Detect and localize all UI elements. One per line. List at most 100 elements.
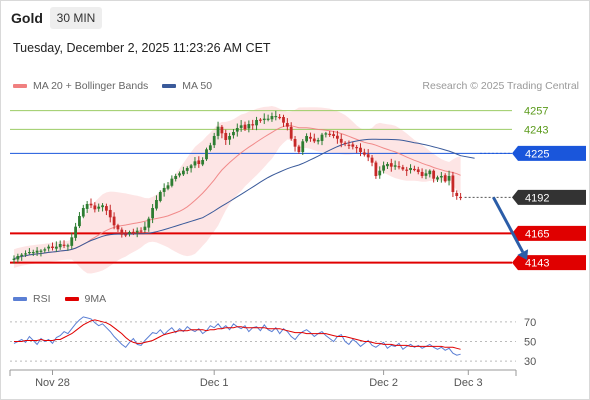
candle-body — [66, 245, 70, 247]
candle — [93, 202, 97, 213]
candle — [235, 123, 239, 137]
candle — [389, 158, 393, 172]
ma50-legend-label: MA 50 — [182, 80, 213, 92]
candle-body — [224, 133, 228, 140]
candle-body — [216, 126, 220, 136]
candle — [166, 182, 170, 191]
candle-body — [255, 120, 258, 126]
candle — [216, 121, 220, 140]
candle-body — [201, 160, 205, 165]
candle-body — [139, 230, 143, 232]
rsi-level-label-50: 50 — [524, 336, 536, 348]
candle-body — [112, 216, 116, 226]
candle — [66, 243, 70, 251]
candle-body — [143, 226, 147, 231]
candle — [58, 240, 62, 250]
candle — [47, 244, 51, 252]
candle — [224, 129, 228, 145]
level-label-4192: 4192 — [525, 192, 549, 204]
candle — [432, 169, 436, 183]
candle-body — [436, 177, 439, 180]
instrument-title: Gold — [11, 10, 43, 26]
candle — [16, 253, 20, 263]
candle-body — [278, 116, 282, 119]
candle-body — [439, 176, 443, 178]
candle-body — [158, 192, 162, 201]
timeframe-button[interactable]: 30 MIN — [50, 7, 102, 29]
candle — [351, 141, 355, 150]
candle — [62, 240, 66, 249]
candle — [143, 221, 147, 233]
candle — [393, 160, 397, 170]
x-tick-label: Dec 1 — [200, 377, 229, 389]
candle — [320, 132, 324, 146]
rsi-swatch — [13, 297, 27, 301]
candle — [336, 130, 339, 144]
candle — [108, 204, 112, 223]
ma20-swatch — [13, 84, 27, 88]
candle — [101, 203, 104, 212]
candle-body — [12, 258, 16, 260]
candle — [243, 121, 247, 131]
candle-body — [270, 116, 274, 120]
candle — [436, 175, 439, 183]
candle — [116, 223, 120, 232]
candle-body — [28, 252, 31, 254]
candle-body — [316, 140, 320, 142]
candle-body — [85, 204, 89, 209]
candle — [105, 203, 108, 216]
candle-body — [220, 126, 224, 134]
candle — [205, 147, 208, 161]
candle — [120, 227, 124, 238]
candle-body — [131, 231, 135, 234]
candle — [201, 157, 205, 167]
candle-body — [389, 163, 393, 167]
candle-body — [274, 116, 278, 118]
candle-body — [74, 226, 77, 238]
x-tick-label: Dec 3 — [454, 377, 483, 389]
candle — [355, 145, 359, 154]
candle — [97, 203, 101, 212]
candle-body — [170, 178, 174, 186]
candle-body — [424, 173, 428, 176]
candle — [89, 198, 93, 208]
candle — [370, 154, 374, 167]
rsi-legend: RSI 9MA — [13, 293, 106, 305]
candle-body — [328, 133, 332, 135]
candle — [362, 148, 366, 157]
rsi-ma-line — [14, 319, 461, 350]
candle-body — [43, 249, 47, 251]
candle — [274, 110, 278, 121]
candle-body — [166, 185, 170, 189]
candle — [78, 212, 81, 229]
candle-body — [259, 119, 262, 121]
candle — [151, 204, 154, 224]
level-tag-4165 — [512, 225, 586, 241]
candle — [270, 112, 274, 122]
candle-body — [301, 141, 305, 153]
candle — [455, 190, 459, 200]
candle — [228, 132, 231, 145]
candle-body — [54, 246, 58, 249]
candle — [232, 129, 235, 139]
candle — [208, 142, 212, 152]
candle-body — [297, 146, 301, 152]
candle-body — [332, 134, 335, 136]
candle-body — [197, 160, 201, 164]
candle-body — [185, 168, 189, 171]
candle — [112, 212, 116, 230]
candle — [128, 230, 131, 237]
candle-body — [120, 229, 124, 235]
rsi-ma-legend-label: 9MA — [84, 293, 107, 305]
candle-body — [81, 208, 85, 217]
candle — [428, 169, 432, 178]
candle-body — [205, 149, 208, 160]
candle — [54, 241, 58, 252]
candle-body — [78, 216, 81, 227]
candle-body — [128, 232, 131, 234]
candle — [378, 166, 382, 179]
candle — [347, 140, 351, 150]
candle-body — [247, 124, 251, 129]
level-label-4143: 4143 — [525, 258, 549, 270]
